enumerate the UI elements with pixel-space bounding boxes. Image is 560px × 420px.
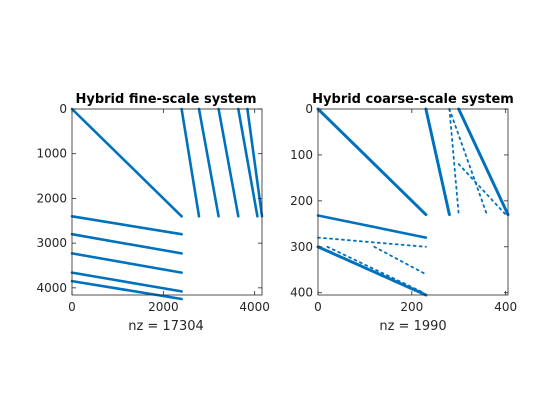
x-tick-label: 4000 bbox=[239, 300, 270, 314]
y-tick-label: 100 bbox=[290, 148, 313, 162]
sparsity-band bbox=[197, 107, 220, 218]
sparsity-band bbox=[70, 271, 183, 293]
fine-scale-axes-box bbox=[71, 108, 263, 296]
y-tick-label: 0 bbox=[305, 102, 313, 116]
coarse-scale-axes-box bbox=[317, 108, 509, 296]
coarse-scale-panel: Hybrid coarse-scale system 0 200 400010020… bbox=[290, 92, 517, 334]
sparsity-band bbox=[70, 107, 183, 218]
coarse-scale-xlabel: nz = 1990 bbox=[379, 319, 446, 334]
y-tick-label: 4000 bbox=[36, 281, 67, 295]
sparsity-band bbox=[217, 107, 240, 218]
sparsity-band bbox=[457, 107, 510, 217]
sparsity-band bbox=[326, 245, 425, 294]
sparsity-band bbox=[70, 215, 183, 236]
sparsity-band bbox=[70, 232, 183, 255]
coarse-scale-sparsity-marks bbox=[316, 107, 510, 297]
sparsity-band bbox=[237, 107, 259, 218]
x-tick-label: 200 bbox=[400, 300, 423, 314]
x-tick-label: 400 bbox=[494, 300, 517, 314]
y-tick-label: 3000 bbox=[36, 236, 67, 250]
sparsity-band bbox=[70, 252, 183, 274]
sparsity-band bbox=[448, 108, 488, 216]
fine-scale-title: Hybrid fine-scale system bbox=[75, 92, 256, 107]
fine-scale-panel: Hybrid fine-scale system 0 2000 4000010002… bbox=[36, 92, 270, 334]
fine-scale-xlabel: nz = 17304 bbox=[128, 319, 204, 334]
sparsity-band bbox=[424, 107, 451, 217]
x-tick-label: 0 bbox=[314, 300, 322, 314]
y-tick-label: 200 bbox=[290, 194, 313, 208]
sparsity-band bbox=[448, 108, 460, 216]
sparsity-band bbox=[316, 107, 428, 217]
y-tick-label: 1000 bbox=[36, 147, 67, 161]
coarse-scale-title: Hybrid coarse-scale system bbox=[312, 92, 514, 107]
sparsity-band bbox=[373, 245, 427, 276]
y-tick-label: 0 bbox=[59, 102, 67, 116]
sparsity-band bbox=[317, 236, 427, 248]
y-tick-label: 300 bbox=[290, 240, 313, 254]
x-tick-label: 2000 bbox=[148, 300, 179, 314]
sparsity-band bbox=[180, 107, 201, 218]
sparsity-band bbox=[316, 245, 428, 297]
sparsity-band bbox=[316, 214, 428, 239]
sparsity-band bbox=[457, 163, 507, 216]
sparsity-band bbox=[70, 279, 183, 301]
x-tick-label: 0 bbox=[68, 300, 76, 314]
y-tick-label: 400 bbox=[290, 286, 313, 300]
y-tick-label: 2000 bbox=[36, 191, 67, 205]
